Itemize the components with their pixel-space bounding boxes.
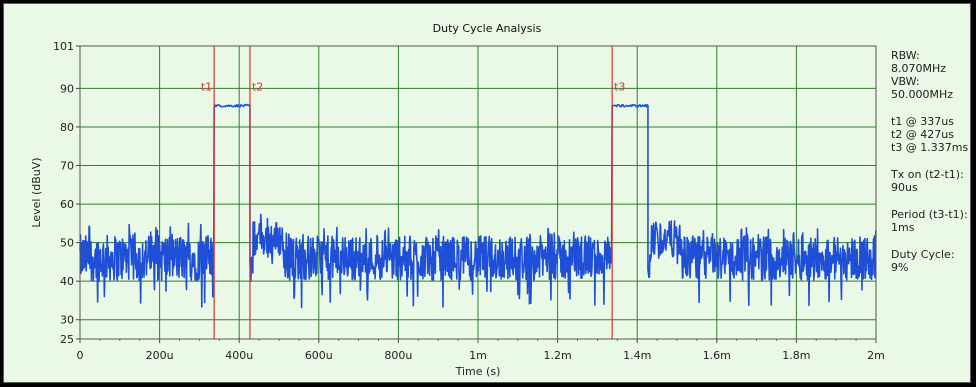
marker-label-t1: t1 [201, 80, 212, 93]
duty-cycle-label: Duty Cycle: [891, 248, 955, 261]
y-tick-label: 90 [60, 82, 74, 95]
duty-cycle-value: 9% [891, 261, 909, 274]
y-tick-label: 80 [60, 121, 74, 134]
x-axis-label: Time (s) [455, 365, 501, 378]
marker-label-t3: t3 [614, 80, 625, 93]
y-tick-label: 25 [60, 333, 74, 346]
y-tick-label: 40 [60, 275, 74, 288]
plot-border [79, 45, 877, 340]
marker-lines: t1 t2 t3 [201, 46, 625, 339]
grid-lines [79, 45, 877, 340]
x-tick-label: 400u [225, 349, 253, 362]
x-tick-label: 1.2m [543, 349, 571, 362]
y-tick-label: 101 [53, 40, 74, 53]
y-tick-label: 50 [60, 237, 74, 250]
period-value: 1ms [891, 221, 915, 234]
rbw-label: RBW: [891, 49, 920, 62]
chart-title: Duty Cycle Analysis [432, 22, 542, 35]
y-axis-label: Level (dBuV) [30, 157, 43, 227]
t2-readout: t2 @ 427us [891, 128, 955, 141]
tx-on-value: 90us [891, 181, 918, 194]
x-tick-label: 1.8m [782, 349, 810, 362]
axes: 0 200u 400u 600u 800u 1m 1.2m 1.4m 1.6m 1.8m 2m 25 3… [53, 40, 885, 362]
x-tick-label: 200u [146, 349, 174, 362]
period-label: Period (t3-t1): [891, 208, 968, 221]
x-tick-label: 800u [384, 349, 412, 362]
rbw-value: 8.070MHz [891, 62, 947, 75]
marker-label-t2: t2 [252, 80, 263, 93]
measurement-panel: RBW: 8.070MHz VBW: 50.000MHz t1 @ 337us … [891, 49, 976, 288]
chart-area: t1 t2 t3 0 200u 400u 600u 800u 1m 1.2m 1.4m 1.6m 1.… [30, 40, 885, 378]
tx-on-label: Tx on (t2-t1): [891, 168, 964, 181]
y-tick-label: 30 [60, 314, 74, 327]
series-line [79, 103, 877, 309]
y-tick-label: 60 [60, 198, 74, 211]
x-tick-label: 2m [867, 349, 885, 362]
t3-readout: t3 @ 1.337ms [891, 141, 969, 154]
vbw-label: VBW: [891, 75, 920, 88]
x-tick-label: 1.4m [623, 349, 651, 362]
chart-frame: Duty Cycle Analysis t1 t2 t3 0 200u 400u 600u… [3, 3, 971, 383]
y-tick-label: 70 [60, 160, 74, 173]
series-trace [79, 103, 877, 309]
x-tick-label: 1m [469, 349, 487, 362]
x-tick-label: 600u [305, 349, 333, 362]
x-tick-label: 1.6m [703, 349, 731, 362]
vbw-value: 50.000MHz [891, 88, 954, 101]
x-tick-label: 0 [77, 349, 84, 362]
t1-readout: t1 @ 337us [891, 115, 955, 128]
